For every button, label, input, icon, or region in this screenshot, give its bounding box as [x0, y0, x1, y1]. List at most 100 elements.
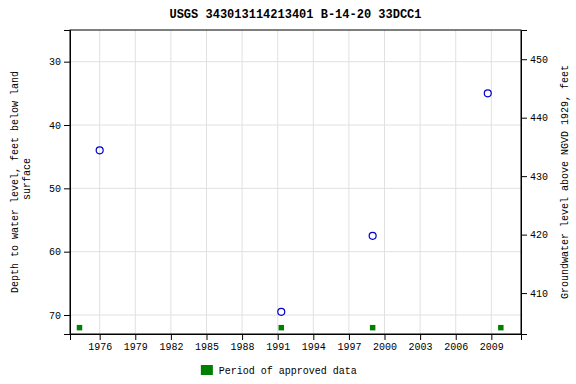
grid-line	[420, 30, 421, 334]
legend-label: Period of approved data	[219, 366, 357, 377]
tick: 1994	[302, 334, 326, 353]
tick-mark	[64, 62, 70, 63]
axis-domain	[64, 31, 71, 335]
grid-line	[491, 30, 492, 334]
grid-line	[99, 30, 100, 334]
tick-mark	[64, 125, 70, 126]
square-marker	[498, 325, 503, 330]
tick-label: 430	[530, 172, 548, 183]
grid-line	[70, 251, 521, 252]
grid-line	[348, 30, 349, 334]
tick-label: 1997	[337, 342, 361, 353]
tick-label: 1994	[302, 342, 326, 353]
tick: 2009	[480, 334, 504, 353]
tick: 430	[521, 172, 548, 183]
tick-label: 1979	[124, 342, 148, 353]
tick-label: 1982	[159, 342, 183, 353]
tick: 450	[521, 55, 548, 66]
axis-label: Groundwater level above NGVD 1929, feet	[560, 65, 571, 299]
tick-label: 1988	[231, 342, 255, 353]
tick-mark	[206, 334, 207, 340]
chart: 1976 1979 1982 1985 1988 1991 1994 1997 2000 2003…	[0, 0, 576, 384]
tick-label: 1985	[195, 342, 219, 353]
tick: 2003	[409, 334, 433, 353]
tick: 2006	[444, 334, 468, 353]
square-marker	[279, 325, 284, 330]
tick-mark	[349, 334, 350, 340]
tick-mark	[420, 334, 421, 340]
axis-label: Depth to water level, feet below land su…	[10, 71, 33, 293]
grid-line	[70, 315, 521, 316]
plot-area	[77, 90, 504, 331]
legend: Period of approved data	[201, 365, 357, 377]
series	[96, 90, 491, 316]
grid-line	[135, 30, 136, 334]
tick-label: 60	[49, 247, 61, 258]
tick-label: 2003	[409, 342, 433, 353]
series	[77, 325, 504, 330]
tick-mark	[278, 334, 279, 340]
grid	[70, 30, 521, 334]
tick-label: 50	[49, 184, 61, 195]
tick-mark	[491, 334, 492, 340]
tick: 1976	[88, 334, 112, 353]
grid-line	[277, 30, 278, 334]
tick: 1988	[231, 334, 255, 353]
grid-line	[242, 30, 243, 334]
tick: 420	[521, 230, 548, 241]
tick-label: 30	[49, 57, 61, 68]
tick-mark	[135, 334, 136, 340]
tick-label: 2006	[444, 342, 468, 353]
grid-line	[455, 30, 456, 334]
tick: 1991	[266, 334, 290, 353]
tick-label: 420	[530, 230, 548, 241]
grid-line	[70, 61, 521, 62]
tick-mark	[521, 235, 527, 236]
tick-label: 70	[49, 311, 61, 322]
tick-mark	[242, 334, 243, 340]
tick-mark	[171, 334, 172, 340]
tick: 70	[49, 311, 70, 322]
tick: 40	[49, 121, 70, 132]
tick-mark	[313, 334, 314, 340]
grid-line	[170, 30, 171, 334]
tick: 2000	[373, 334, 397, 353]
tick: 30	[49, 57, 70, 68]
tick: 410	[521, 289, 548, 300]
tick-label: 2000	[373, 342, 397, 353]
square-marker	[370, 325, 375, 330]
axis: 1976 1979 1982 1985 1988 1991 1994 1997 2000 2003…	[71, 334, 522, 353]
axis-domain	[522, 31, 528, 335]
tick: 1997	[337, 334, 361, 353]
tick: 1979	[124, 334, 148, 353]
tick: 440	[521, 113, 548, 124]
tick-label: 1991	[266, 342, 290, 353]
tick-label: 1976	[88, 342, 112, 353]
tick: 60	[49, 247, 70, 258]
title: USGS 343013114213401 B-14-20 33DCC1	[169, 8, 421, 22]
tick-mark	[385, 334, 386, 340]
axis: 450 440 430 420 410	[521, 31, 548, 335]
grid-line	[70, 125, 521, 126]
tick-mark	[64, 315, 70, 316]
tick-label: 440	[530, 113, 548, 124]
tick: 1985	[195, 334, 219, 353]
square-marker	[77, 325, 82, 330]
tick-mark	[521, 176, 527, 177]
tick-mark	[521, 118, 527, 119]
tick-label: 450	[530, 55, 548, 66]
tick-label: 410	[530, 289, 548, 300]
circle-marker	[484, 90, 491, 97]
grid-line	[70, 188, 521, 189]
tick-mark	[456, 334, 457, 340]
grid-line	[313, 30, 314, 334]
tick: 1982	[159, 334, 183, 353]
legend-swatch	[201, 365, 213, 375]
tick-mark	[100, 334, 101, 340]
circle-marker	[278, 308, 285, 315]
tick-mark	[64, 252, 70, 253]
axis-domain	[71, 335, 522, 341]
circle-marker	[96, 147, 103, 154]
plot-frame	[70, 30, 521, 334]
circle-marker	[369, 232, 376, 239]
